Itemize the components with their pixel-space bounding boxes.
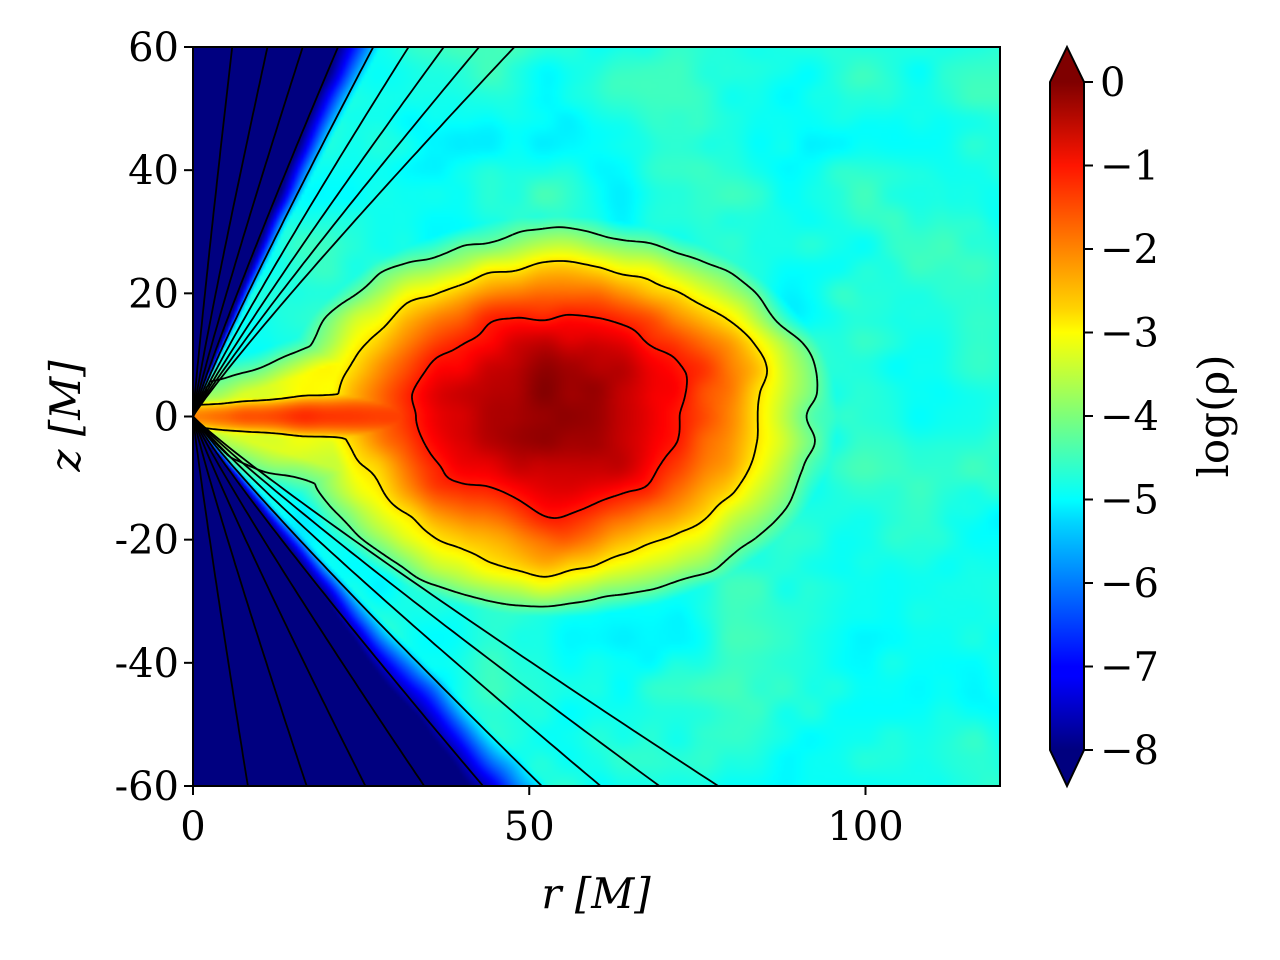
contour-lines bbox=[193, 47, 819, 786]
colorbar-tick-label: −4 bbox=[1100, 394, 1159, 440]
colorbar-tick-label: −5 bbox=[1100, 478, 1159, 524]
density-contour bbox=[193, 226, 819, 608]
funnel-field-line bbox=[193, 416, 425, 786]
funnel-field-line bbox=[193, 416, 308, 786]
colorbar-tick-label: −1 bbox=[1100, 144, 1159, 190]
funnel-field-line bbox=[193, 415, 543, 786]
x-axis: 0 50 100 bbox=[180, 786, 904, 850]
colorbar-tick-label: −3 bbox=[1100, 311, 1159, 357]
colorbar-tick-label: 0 bbox=[1100, 60, 1125, 106]
x-tick-label: 100 bbox=[827, 804, 903, 850]
funnel-field-line bbox=[193, 47, 339, 417]
density-heatmap bbox=[193, 47, 1000, 786]
y-tick-label: 60 bbox=[128, 25, 179, 71]
colorbar-tick-label: −8 bbox=[1100, 728, 1159, 774]
x-tick-label: 50 bbox=[504, 804, 555, 850]
y-tick-label: -20 bbox=[115, 518, 179, 564]
colorbar-label: log(ρ) bbox=[1189, 354, 1238, 477]
funnel-field-line bbox=[193, 47, 445, 417]
funnel-field-line bbox=[193, 415, 602, 786]
funnel-field-line bbox=[193, 416, 367, 786]
x-axis-label: r [M] bbox=[541, 869, 651, 918]
y-axis-label: z [M] bbox=[41, 360, 90, 473]
y-tick-label: 40 bbox=[128, 148, 179, 194]
funnel-field-line bbox=[193, 47, 375, 417]
density-field-image bbox=[193, 47, 1000, 786]
colorbar-extend-bottom bbox=[1050, 750, 1084, 786]
colorbar-tick-label: −6 bbox=[1100, 561, 1159, 607]
y-tick-label: 0 bbox=[154, 395, 179, 441]
funnel-field-line bbox=[193, 47, 516, 417]
density-contour bbox=[411, 313, 688, 519]
colorbar: 0 −1 −2 −3 −4 −5 −6 −7 −8 log(ρ) bbox=[1049, 44, 1238, 789]
colorbar-ticks: 0 −1 −2 −3 −4 −5 −6 −7 −8 bbox=[1084, 60, 1159, 774]
funnel-field-line bbox=[193, 415, 660, 786]
y-tick-label: 20 bbox=[128, 271, 179, 317]
y-tick-label: -40 bbox=[115, 641, 179, 687]
colorbar-tick-label: −2 bbox=[1100, 227, 1159, 273]
funnel-field-line bbox=[193, 47, 480, 417]
x-tick-label: 0 bbox=[180, 804, 205, 850]
density-contour bbox=[193, 260, 768, 578]
funnel-field-line bbox=[193, 415, 719, 786]
y-axis: 60 40 20 0 -20 -40 -60 bbox=[115, 25, 193, 810]
funnel-field-line bbox=[193, 47, 410, 417]
funnel-field-line bbox=[193, 416, 484, 786]
colorbar-extend-top bbox=[1050, 47, 1084, 82]
colorbar-tick-label: −7 bbox=[1100, 645, 1159, 691]
funnel-field-line bbox=[193, 416, 249, 786]
funnel-field-line bbox=[193, 47, 234, 417]
y-tick-label: -60 bbox=[115, 764, 179, 810]
funnel-field-line bbox=[193, 47, 269, 417]
colorbar-body bbox=[1050, 82, 1084, 750]
funnel-field-line bbox=[193, 47, 304, 417]
